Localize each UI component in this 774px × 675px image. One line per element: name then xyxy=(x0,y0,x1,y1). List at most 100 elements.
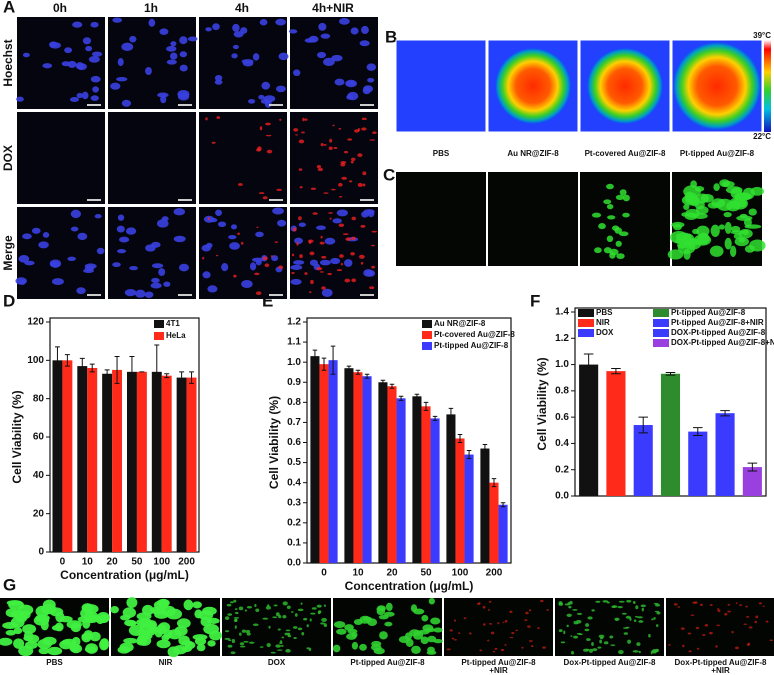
cell xyxy=(371,244,376,247)
panel-letter: A xyxy=(3,0,15,16)
legend-swatch xyxy=(422,331,432,339)
cell xyxy=(615,194,625,201)
cell xyxy=(90,21,99,28)
cell xyxy=(625,626,630,629)
cell xyxy=(224,616,230,620)
legend-swatch xyxy=(653,329,669,337)
cell xyxy=(272,616,278,619)
cell xyxy=(214,74,223,82)
cell xyxy=(328,212,333,214)
cell xyxy=(5,608,19,618)
error-bar xyxy=(330,345,336,375)
y-tick-label: 1.0 xyxy=(555,359,569,370)
cell xyxy=(342,233,349,236)
cell xyxy=(285,648,291,653)
cell xyxy=(316,165,322,169)
cell xyxy=(716,608,720,610)
cell xyxy=(699,603,703,607)
cell xyxy=(153,600,169,610)
legend-label: HeLa xyxy=(166,331,186,340)
cell xyxy=(602,600,609,603)
cell xyxy=(558,602,564,606)
cell xyxy=(0,637,13,646)
y-tick-label: 0.4 xyxy=(555,438,569,449)
cell xyxy=(329,217,332,220)
cell xyxy=(82,37,92,45)
cell xyxy=(70,226,79,232)
cell xyxy=(369,286,375,290)
heat-spot xyxy=(587,48,663,124)
cell xyxy=(351,632,358,638)
image-label: Au NR@ZIF-8 xyxy=(507,149,559,158)
cell xyxy=(367,209,375,218)
cell xyxy=(276,188,283,191)
error-bar xyxy=(500,502,506,508)
cell xyxy=(360,224,366,228)
error-bar xyxy=(457,433,463,443)
cell xyxy=(229,242,240,250)
cell xyxy=(293,69,301,77)
cell xyxy=(719,179,730,188)
image-label: Pt-tipped Au@ZIF-8 xyxy=(350,658,425,667)
cell xyxy=(515,629,518,632)
cell xyxy=(266,643,271,648)
cell xyxy=(234,618,238,622)
bar xyxy=(421,406,431,563)
cell xyxy=(492,650,496,653)
cell xyxy=(290,264,303,270)
cell xyxy=(121,99,132,107)
cell xyxy=(298,216,302,221)
cell xyxy=(329,138,333,143)
bar xyxy=(498,504,508,563)
cell xyxy=(124,289,137,297)
cell xyxy=(638,650,641,654)
cell xyxy=(595,600,601,603)
cell xyxy=(334,78,345,86)
bar xyxy=(62,360,73,552)
cell xyxy=(695,626,700,630)
cell xyxy=(588,648,593,653)
cell xyxy=(227,644,233,648)
cell xyxy=(232,23,240,32)
cell xyxy=(228,639,232,642)
cell xyxy=(694,200,705,210)
cell xyxy=(488,600,492,603)
cell xyxy=(243,640,249,643)
cell xyxy=(205,27,212,32)
cell xyxy=(232,44,239,50)
bar xyxy=(161,375,172,552)
cell xyxy=(383,611,395,617)
cell xyxy=(124,619,137,627)
cell xyxy=(371,265,376,269)
cell xyxy=(294,237,303,245)
cell xyxy=(22,624,37,634)
y-tick-label: 120 xyxy=(27,317,44,328)
cell xyxy=(338,223,345,227)
cell xyxy=(318,22,327,31)
cell xyxy=(408,629,421,637)
cell xyxy=(100,638,109,648)
cell xyxy=(682,644,685,648)
y-tick-label: 0.0 xyxy=(287,558,301,569)
cell xyxy=(82,604,99,614)
cell xyxy=(702,634,706,636)
cell xyxy=(264,99,272,108)
bar xyxy=(633,425,653,496)
cell xyxy=(410,604,418,613)
cell xyxy=(497,622,500,625)
image-label: Dox-Pt-tipped Au@ZIF-8 xyxy=(675,658,767,667)
bar xyxy=(688,431,708,496)
cell xyxy=(350,160,354,164)
cell xyxy=(211,141,216,144)
cell xyxy=(22,233,32,240)
cell xyxy=(651,618,654,621)
error-bar xyxy=(414,393,420,399)
cell xyxy=(273,604,278,607)
y-tick-label: 0.1 xyxy=(287,538,301,549)
cell xyxy=(491,631,495,635)
cell xyxy=(344,278,351,283)
legend-swatch xyxy=(154,332,164,340)
cell xyxy=(215,209,223,216)
cell xyxy=(288,29,298,34)
